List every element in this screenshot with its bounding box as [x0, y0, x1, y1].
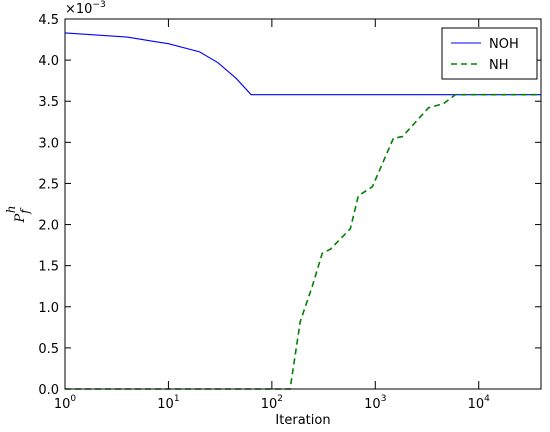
legend-label: NOH [489, 37, 519, 52]
tick-base: 10 [54, 397, 71, 412]
multiplier-base: ×10 [65, 2, 92, 17]
tick-exponent: 2 [277, 394, 283, 404]
x-axis-label: Iteration [275, 413, 330, 428]
series-line [64, 32, 541, 96]
x-tick-label: 104 [468, 394, 491, 412]
tick-exponent: 1 [174, 394, 180, 404]
y-tick-label: 2.0 [38, 219, 59, 234]
axis-multiplier: ×10−3 [65, 0, 106, 17]
x-tick-label: 101 [157, 394, 179, 412]
y-tick-label: 3.5 [38, 95, 59, 110]
series-line [65, 93, 541, 390]
x-tick-label: 103 [364, 394, 386, 412]
tick-exponent: 3 [381, 394, 387, 404]
plot-frame [64, 18, 542, 390]
tick-exponent: 4 [484, 394, 490, 404]
y-tick-label: 1.5 [38, 260, 59, 275]
tick-base: 10 [157, 397, 174, 412]
x-tick-label: 102 [261, 394, 283, 412]
y-tick-label: 0.5 [38, 342, 59, 357]
y-label-base: P [13, 213, 28, 223]
y-tick-label: 4.5 [38, 13, 59, 28]
y-tick-label: 4.0 [38, 54, 59, 69]
legend-box [441, 27, 538, 80]
y-label-sup: h [4, 206, 18, 214]
y-tick-label: 2.5 [38, 177, 59, 192]
y-tick-label: 3.0 [38, 136, 59, 151]
tick-base: 10 [364, 397, 381, 412]
y-label-sub: f [18, 207, 32, 215]
y-axis-label: Pfh [4, 206, 32, 224]
y-tick-label: 0.0 [38, 383, 59, 398]
tick-base: 10 [261, 397, 278, 412]
y-tick-label: 1.0 [38, 301, 59, 316]
legend-label: NH [489, 58, 509, 73]
x-tick-label: 100 [54, 394, 77, 412]
tick-exponent: 0 [70, 394, 76, 404]
tick-base: 10 [468, 397, 485, 412]
multiplier-exponent: −3 [92, 0, 105, 10]
